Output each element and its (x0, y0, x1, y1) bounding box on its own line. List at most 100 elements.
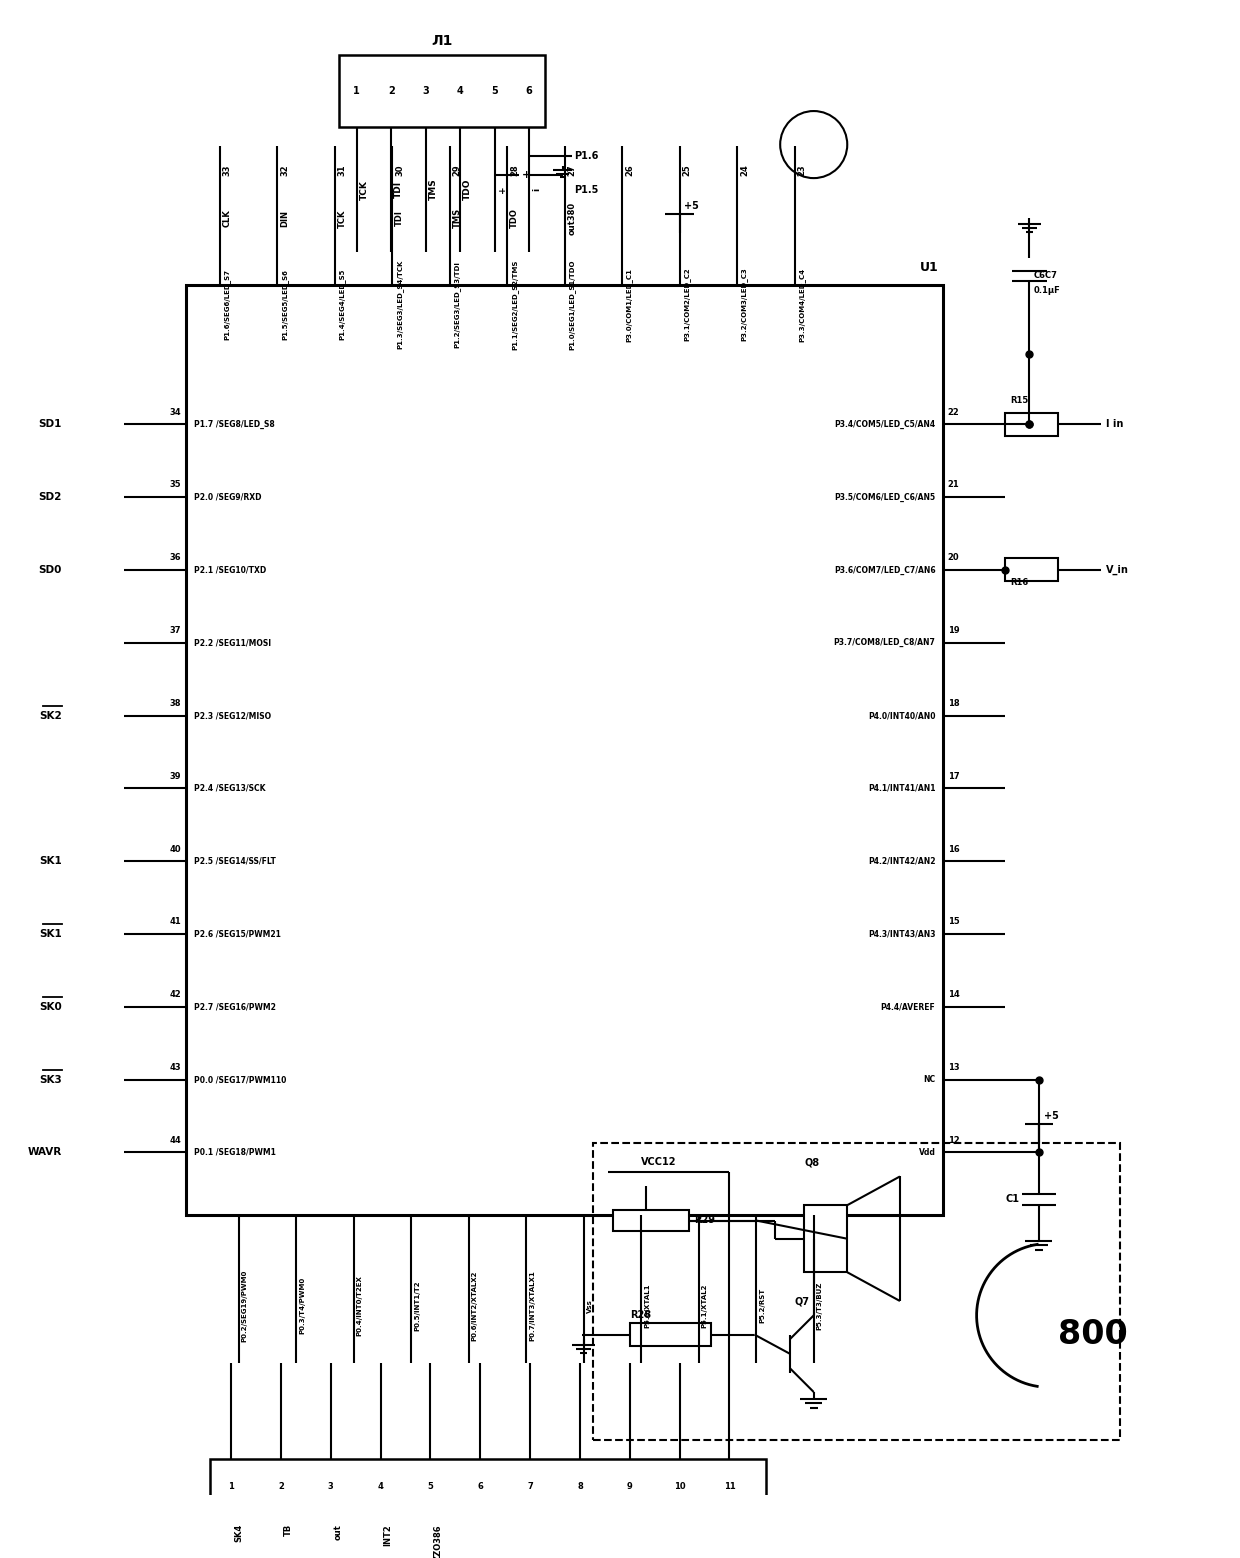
Text: 29: 29 (453, 165, 461, 176)
Text: 37: 37 (170, 626, 181, 636)
Text: P3.6/COM7/LED_C7/AN6: P3.6/COM7/LED_C7/AN6 (833, 566, 935, 575)
Text: P1.7 /SEG8/LED_S8: P1.7 /SEG8/LED_S8 (193, 419, 274, 428)
Text: +5: +5 (684, 201, 699, 210)
Text: P0.7/INT3/XTALX1: P0.7/INT3/XTALX1 (529, 1270, 536, 1341)
Text: 5: 5 (428, 1482, 434, 1491)
Text: R29: R29 (694, 1215, 715, 1225)
Text: SK1: SK1 (38, 857, 62, 866)
Text: TDI: TDI (394, 181, 403, 198)
Text: 18: 18 (947, 700, 960, 707)
Text: P4.4/AVEREF: P4.4/AVEREF (880, 1002, 935, 1011)
Text: i: i (532, 189, 541, 192)
Text: P2.0 /SEG9/RXD: P2.0 /SEG9/RXD (193, 492, 262, 502)
Text: P4.1/INT41/AN1: P4.1/INT41/AN1 (868, 784, 935, 793)
Text: +5: +5 (1044, 1111, 1059, 1122)
Text: 1: 1 (353, 86, 360, 97)
Text: 13: 13 (947, 1063, 960, 1072)
Text: P3.1/COM2/LED_C2: P3.1/COM2/LED_C2 (683, 268, 691, 341)
Text: 19: 19 (947, 626, 960, 636)
Text: P1.5: P1.5 (574, 184, 599, 195)
Text: 12: 12 (947, 1136, 960, 1145)
Text: P1.0/SEG1/LED_S1/TDO: P1.0/SEG1/LED_S1/TDO (568, 259, 575, 351)
Bar (594, 1144, 1120, 1440)
Text: 24: 24 (740, 165, 749, 176)
Text: 0.1μF: 0.1μF (1034, 285, 1061, 294)
Text: SK0: SK0 (38, 1002, 62, 1011)
Text: SD0: SD0 (38, 566, 62, 575)
Text: 1: 1 (228, 1482, 234, 1491)
Text: TCK: TCK (337, 209, 346, 227)
Text: TDO: TDO (510, 209, 520, 229)
Text: SD1: SD1 (38, 419, 62, 430)
Text: TB: TB (284, 1524, 293, 1536)
Text: TMS: TMS (453, 209, 461, 229)
Bar (804, 1206, 847, 1273)
Text: 6: 6 (526, 86, 532, 97)
Bar (630, 1323, 712, 1346)
Text: SK3: SK3 (38, 1075, 62, 1084)
Text: Л1: Л1 (432, 34, 453, 48)
Text: 22: 22 (947, 408, 960, 416)
Text: 44: 44 (170, 1136, 181, 1145)
Text: 16: 16 (947, 844, 960, 854)
Text: Q8: Q8 (804, 1158, 820, 1167)
Text: NC: NC (924, 1075, 935, 1084)
Bar (340, 56, 546, 128)
Text: INT2: INT2 (383, 1524, 393, 1546)
Text: P5.0/XTAL1: P5.0/XTAL1 (644, 1284, 650, 1327)
Text: 27: 27 (568, 165, 577, 176)
Text: TCK: TCK (360, 179, 368, 199)
Text: R16: R16 (1011, 578, 1028, 587)
Text: P3.5/COM6/LED_C6/AN5: P3.5/COM6/LED_C6/AN5 (835, 492, 935, 502)
Bar (186, 285, 944, 1215)
Text: P1.4/SEG4/LED_S5: P1.4/SEG4/LED_S5 (339, 270, 346, 340)
Text: P2.2 /SEG11/MOSI: P2.2 /SEG11/MOSI (193, 639, 272, 647)
Text: R28: R28 (630, 1310, 651, 1320)
Text: P0.3/T4/PWM0: P0.3/T4/PWM0 (299, 1278, 305, 1334)
Text: 14: 14 (947, 991, 960, 999)
Text: CLK: CLK (222, 209, 232, 227)
Text: 38: 38 (170, 700, 181, 707)
Text: SD2: SD2 (38, 492, 62, 502)
Text: 4: 4 (456, 86, 464, 97)
Text: 21: 21 (947, 480, 960, 489)
Text: 25: 25 (682, 165, 692, 176)
Text: TMS: TMS (429, 179, 438, 201)
Text: P4.3/INT43/AN3: P4.3/INT43/AN3 (868, 930, 935, 938)
Text: 2: 2 (388, 86, 394, 97)
Bar (613, 1211, 689, 1231)
Text: P1.6: P1.6 (574, 151, 599, 160)
Text: out: out (334, 1524, 342, 1541)
Text: P5.2/RST: P5.2/RST (759, 1288, 765, 1323)
Text: WAVR: WAVR (27, 1148, 62, 1158)
Text: P3.4/COM5/LED_C5/AN4: P3.4/COM5/LED_C5/AN4 (835, 419, 935, 428)
Text: 3: 3 (327, 1482, 334, 1491)
Text: 41: 41 (170, 918, 181, 927)
Text: 4: 4 (378, 1482, 383, 1491)
Text: P2.6 /SEG15/PWM21: P2.6 /SEG15/PWM21 (193, 930, 280, 938)
Text: V_in: V_in (1106, 566, 1128, 575)
Text: P2.3 /SEG12/MISO: P2.3 /SEG12/MISO (193, 710, 272, 720)
Text: TDO: TDO (463, 179, 472, 201)
Text: P4.2/INT42/AN2: P4.2/INT42/AN2 (868, 857, 935, 866)
Text: P2.7 /SEG16/PWM2: P2.7 /SEG16/PWM2 (193, 1002, 275, 1011)
Bar (1006, 413, 1058, 436)
Text: 5: 5 (491, 86, 498, 97)
Text: 11: 11 (723, 1482, 735, 1491)
Text: P2.1 /SEG10/TXD: P2.1 /SEG10/TXD (193, 566, 267, 575)
Text: 3: 3 (423, 86, 429, 97)
Text: 9: 9 (627, 1482, 632, 1491)
Text: P1.6/SEG6/LED_S7: P1.6/SEG6/LED_S7 (223, 270, 231, 340)
Text: 8: 8 (577, 1482, 583, 1491)
Text: P0.5/INT1/T2: P0.5/INT1/T2 (414, 1281, 420, 1331)
Text: P1.1/SEG2/LED_S2/TMS: P1.1/SEG2/LED_S2/TMS (511, 259, 518, 349)
Text: ZZO386: ZZO386 (433, 1524, 443, 1558)
Text: 23: 23 (797, 165, 806, 176)
Text: P1.5/SEG5/LED_S6: P1.5/SEG5/LED_S6 (281, 270, 288, 340)
Text: P0.1 /SEG18/PWM1: P0.1 /SEG18/PWM1 (193, 1148, 275, 1158)
Circle shape (780, 111, 847, 178)
Text: P5.1/XTAL2: P5.1/XTAL2 (702, 1284, 708, 1327)
Text: 10: 10 (673, 1482, 686, 1491)
Text: 7: 7 (527, 1482, 533, 1491)
Text: 2: 2 (278, 1482, 284, 1491)
